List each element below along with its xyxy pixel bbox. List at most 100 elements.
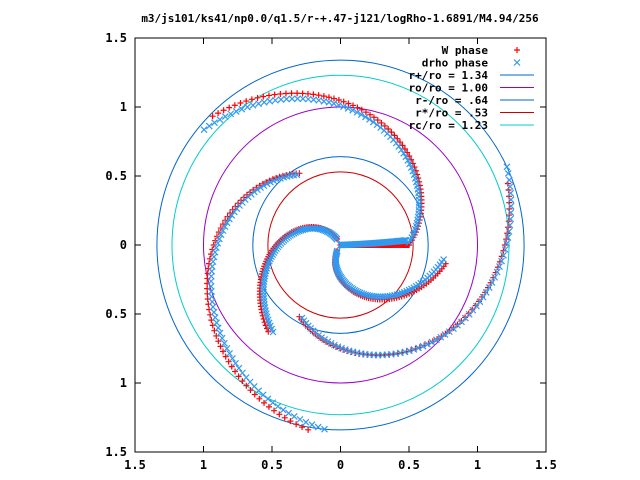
data-point [320,97,328,105]
data-point [239,378,246,385]
data-point [271,96,279,104]
data-point [360,290,368,298]
legend-label: drho phase [422,57,489,70]
data-point [260,275,268,283]
data-point [288,95,296,103]
data-point [407,164,415,172]
reference-circle [267,171,414,319]
data-point [223,219,231,227]
data-point [410,171,418,179]
legend-marker [514,47,520,53]
data-point [207,282,215,290]
data-point [500,251,507,259]
data-point [243,382,250,389]
data-point [432,336,440,344]
data-point [217,231,225,239]
data-point [237,100,244,107]
data-point [498,257,505,265]
data-point [222,353,229,360]
data-point [209,303,217,311]
data-point [335,97,342,104]
data-point [340,98,347,105]
x-tick-label: 1.5 [535,458,557,472]
data-point [230,208,238,216]
data-point [243,103,251,111]
data-point [321,336,329,344]
data-point [260,277,268,285]
data-point [225,215,233,223]
data-point [507,209,515,216]
data-point [211,327,218,334]
data-point [260,182,268,190]
data-point [271,91,278,98]
data-point [507,196,515,204]
data-point [260,283,267,291]
x-tick-label: 1 [200,458,207,472]
data-point [265,328,272,335]
y-tick-label: 0.5 [105,169,127,183]
data-point [482,288,490,296]
data-point [320,93,327,100]
y-tick-label: 1 [120,100,127,114]
data-point [261,272,269,280]
data-point [232,107,240,115]
y-tick-label: 0 [120,238,127,252]
legend-label: W phase [442,44,489,57]
data-point [290,412,298,420]
data-point [235,373,242,380]
data-point [277,90,284,97]
data-point [254,94,261,101]
data-point [352,287,360,295]
y-tick-label: 1.5 [105,31,127,45]
data-point [402,153,410,161]
data-point [507,189,515,197]
legend-marker-path [513,59,521,66]
chart-title: m3/js101/ks41/np0.0/q1.5/r-+.47-j121/log… [141,12,539,25]
data-point [271,407,278,414]
data-point [419,342,427,350]
data-point [476,298,484,306]
data-point [441,331,449,338]
data-point [410,346,418,353]
data-point [503,240,511,248]
data-point [391,291,399,299]
data-point [266,97,274,105]
data-point [296,415,304,423]
data-point [269,399,277,407]
data-point [292,229,300,236]
data-point [507,202,515,210]
data-point [366,115,373,123]
data-point [302,418,310,426]
data-point [217,343,224,350]
data-point [327,339,335,347]
data-point [221,113,229,121]
data-point [247,387,254,394]
legend-marker [513,59,521,66]
data-point [249,101,257,109]
data-point [404,156,412,164]
x-tick-label: 0 [337,458,344,472]
data-point [254,186,261,194]
reference-circle [252,156,429,334]
data-point [330,100,338,108]
data-point [200,126,208,134]
data-point [295,227,303,235]
data-point [213,319,221,327]
data-point [262,322,269,329]
data-point [229,355,236,362]
data-point [299,95,307,103]
data-point [221,223,229,231]
data-point [211,119,218,127]
data-point [415,344,422,352]
data-point [325,98,333,106]
data-point [255,100,263,108]
data-point [261,399,268,406]
data-point [345,347,353,355]
data-point [226,104,233,111]
data-point [485,284,493,291]
data-point [259,289,267,297]
data-point [504,234,512,241]
data-point [314,423,322,431]
x-tick-label: 0.5 [398,458,420,472]
